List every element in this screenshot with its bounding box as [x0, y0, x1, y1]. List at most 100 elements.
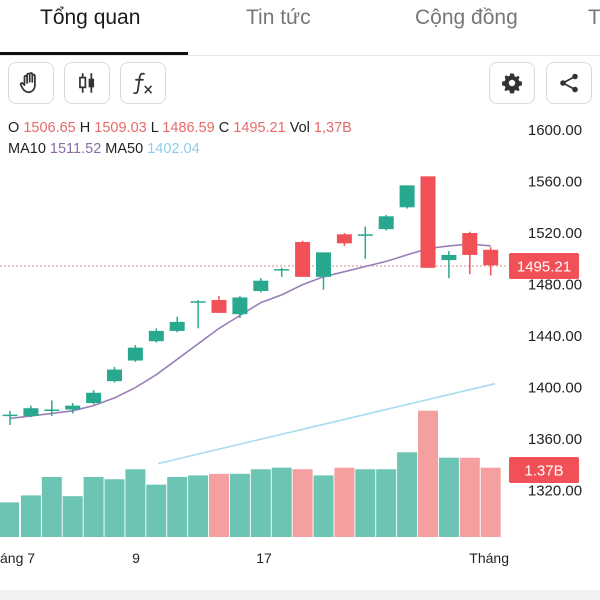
candle-body: [169, 321, 185, 331]
candle: [295, 240, 311, 277]
high-label: H: [79, 120, 91, 136]
indicators-button[interactable]: [120, 62, 166, 104]
volume-bar: [313, 475, 334, 537]
volume-bar: [397, 452, 418, 537]
volume-bar: [271, 467, 292, 537]
candle-body: [420, 176, 436, 268]
candle: [399, 185, 415, 209]
candle: [190, 300, 206, 329]
candle-body: [316, 252, 331, 277]
volume-bar: [146, 484, 167, 537]
candle-body: [253, 280, 269, 291]
candle-body: [295, 242, 311, 277]
candle: [148, 328, 164, 343]
ma10-value: 1511.52: [49, 141, 102, 157]
candle: [336, 233, 352, 246]
ma50-label: MA50: [105, 141, 144, 157]
candle: [483, 247, 499, 276]
price-badge-bg: [509, 253, 579, 279]
candle: [127, 345, 143, 362]
candle: [86, 390, 102, 405]
volume-value: 1,37B: [313, 120, 352, 136]
tab-cong-dong[interactable]: Cộng đồng: [415, 6, 518, 29]
candle: [44, 400, 60, 416]
volume-bar: [292, 469, 313, 537]
x-axis: áng 7 9 17 Tháng: [0, 550, 509, 566]
volume-bar: [355, 469, 376, 537]
ma-legend: MA10 1511.52 MA50 1402.04: [8, 141, 200, 157]
volume-label: Vol: [289, 120, 310, 136]
candle-body: [23, 408, 39, 416]
candle-body: [107, 369, 122, 382]
hand-icon: [19, 72, 36, 94]
x-tick-label: áng 7: [0, 550, 35, 566]
candle: [23, 405, 39, 418]
volume-bar: [83, 476, 104, 537]
y-tick-label: 1480.00: [528, 277, 582, 294]
share-button[interactable]: [546, 62, 592, 104]
price-badge-label: 1495.21: [517, 259, 571, 276]
close-value: 1495.21: [233, 120, 286, 136]
ma50-line: [157, 382, 496, 465]
share-icon: [560, 73, 578, 93]
candle: [65, 403, 81, 414]
ma10-line: [9, 243, 491, 420]
volume-bar: [209, 473, 229, 537]
volume-bar: [20, 495, 41, 537]
volume-bar: [480, 467, 501, 537]
ma10-label: MA10: [8, 141, 46, 157]
volume-bar: [0, 502, 19, 537]
low-value: 1486.59: [162, 120, 215, 136]
candles: [2, 176, 499, 425]
candle-body: [190, 301, 206, 303]
candle-body: [44, 409, 60, 411]
candle: [378, 215, 394, 231]
candle-body: [148, 330, 164, 342]
candle-body: [378, 216, 394, 230]
volume-bar: [376, 469, 397, 537]
open-value: 1506.65: [23, 120, 76, 136]
candle-body: [211, 300, 227, 313]
y-axis: 1600.00 1560.00 1520.00 1480.00 1440.00 1400.…: [528, 122, 582, 500]
candle: [441, 251, 457, 279]
gear-icon: [502, 73, 522, 94]
y-tick-label: 1560.00: [528, 174, 582, 191]
candle: [107, 366, 122, 383]
settings-button[interactable]: [489, 62, 535, 104]
y-tick-label: 1360.00: [528, 431, 582, 448]
price-badge: 1495.21: [509, 253, 579, 279]
active-tab-indicator: [0, 52, 188, 55]
candle-body: [483, 249, 499, 266]
volume-bar: [438, 457, 459, 537]
tab-more[interactable]: T: [588, 6, 600, 29]
candle-body: [274, 269, 290, 271]
candle-body: [2, 414, 18, 417]
bottom-scrollbar[interactable]: [0, 590, 600, 600]
candle-body: [127, 347, 143, 361]
tab-tong-quan[interactable]: Tổng quan: [40, 6, 141, 29]
top-tabs: Tổng quan Tin tức Cộng đồng T: [0, 0, 600, 50]
ohlc-legend: O 1506.65 H 1509.03 L 1486.59 C 1495.21 …: [8, 120, 352, 136]
candle-body: [357, 234, 373, 236]
x-tick-label: 9: [132, 550, 140, 566]
volume-badge-label: 1.37B: [524, 463, 563, 480]
hand-tool-button[interactable]: [8, 62, 54, 104]
high-value: 1509.03: [94, 120, 147, 136]
low-label: L: [150, 120, 159, 136]
y-tick-label: 1320.00: [528, 483, 582, 500]
function-fx-icon: [133, 72, 152, 95]
x-tick-label: Tháng: [469, 550, 509, 566]
candle-body: [462, 233, 478, 255]
tabs-divider: [0, 55, 600, 56]
tab-tin-tuc[interactable]: Tin tức: [246, 6, 311, 29]
y-tick-label: 1520.00: [528, 225, 582, 242]
candle: [2, 410, 18, 425]
candle: [253, 278, 269, 293]
candle: [232, 296, 248, 319]
candle: [211, 296, 227, 313]
candle-body: [336, 234, 352, 244]
candle-type-button[interactable]: [64, 62, 110, 104]
close-label: C: [218, 120, 230, 136]
volume-bar: [459, 457, 480, 537]
